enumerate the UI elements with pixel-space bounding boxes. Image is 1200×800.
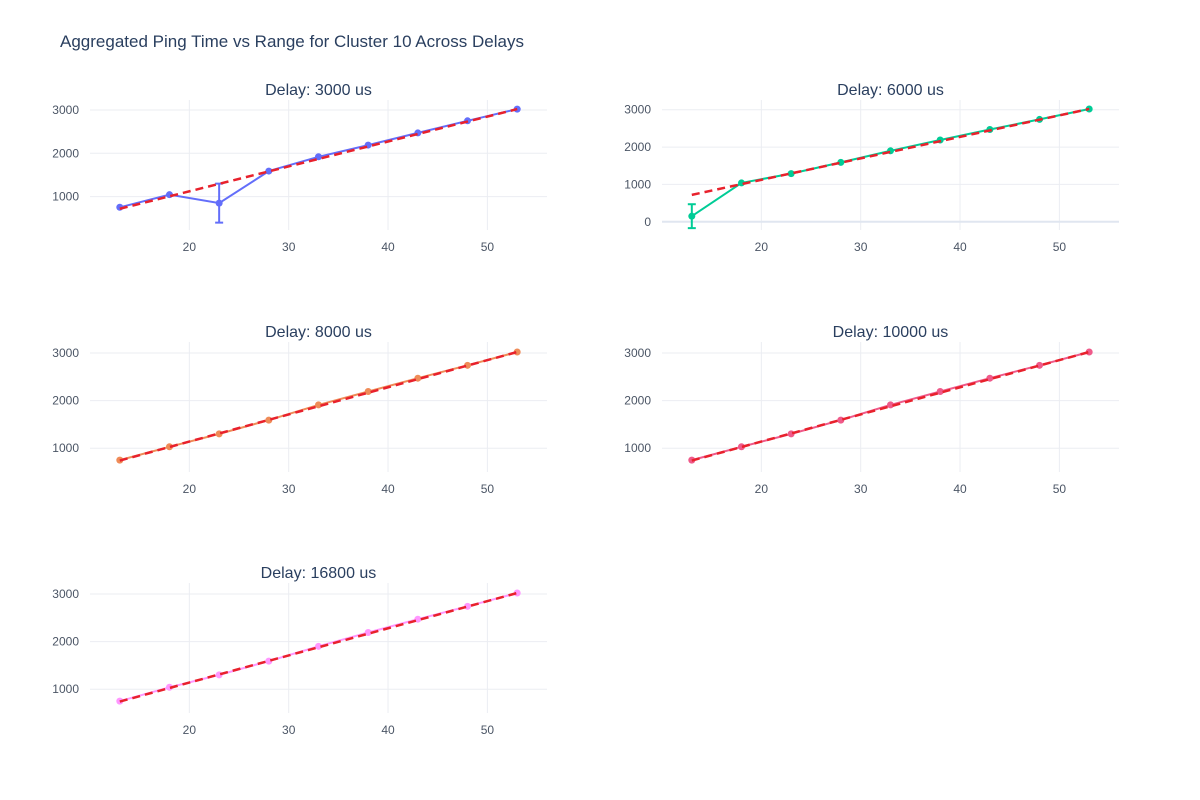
x-tick-label: 20 — [183, 240, 197, 254]
x-tick-label: 30 — [854, 482, 868, 496]
subplot-5: Delay: 16800 us 20 30 40 50 1000 2000 3000 — [52, 565, 547, 737]
x-tick-label: 40 — [381, 723, 395, 737]
x-tick-label: 50 — [1053, 240, 1067, 254]
x-tick-label: 20 — [755, 482, 769, 496]
y-tick-label: 3000 — [624, 103, 651, 117]
data-point — [986, 374, 994, 382]
data-point — [364, 388, 372, 396]
subplot-title: Delay: 3000 us — [265, 82, 372, 99]
x-tick-label: 30 — [282, 240, 296, 254]
x-tick-label: 40 — [953, 240, 967, 254]
data-point — [315, 642, 322, 650]
fit-line — [119, 591, 518, 703]
data-point — [215, 199, 223, 207]
y-tick-label: 1000 — [52, 682, 79, 696]
fit-line — [691, 350, 1090, 462]
subplot-4: Delay: 10000 us 20 30 40 50 1000 2000 3000 — [624, 324, 1119, 496]
x-tick-label: 30 — [282, 482, 296, 496]
data-point — [315, 401, 322, 409]
page-title: Aggregated Ping Time vs Range for Cluste… — [60, 32, 524, 51]
y-tick-label: 1000 — [624, 441, 651, 455]
data-point — [414, 374, 422, 382]
x-tick-label: 30 — [854, 240, 868, 254]
subplot-title: Delay: 8000 us — [265, 324, 372, 341]
data-point — [414, 615, 422, 623]
y-tick-label: 1000 — [624, 177, 651, 191]
fit-line — [119, 107, 518, 210]
y-tick-label: 3000 — [52, 587, 79, 601]
subplot-title: Delay: 10000 us — [833, 324, 949, 341]
fit-line — [691, 107, 1090, 197]
x-tick-label: 20 — [755, 240, 769, 254]
subplot-title: Delay: 6000 us — [837, 82, 944, 99]
x-tick-label: 50 — [481, 723, 495, 737]
y-tick-label: 2000 — [624, 394, 651, 408]
y-tick-label: 3000 — [52, 103, 79, 117]
y-tick-label: 1000 — [52, 441, 79, 455]
data-point — [265, 167, 273, 175]
data-point — [787, 170, 795, 178]
y-tick-label: 3000 — [52, 346, 79, 360]
x-tick-label: 50 — [481, 482, 495, 496]
x-tick-label: 40 — [381, 482, 395, 496]
x-tick-label: 40 — [381, 240, 395, 254]
data-point — [887, 401, 894, 409]
y-tick-label: 2000 — [52, 635, 79, 649]
subplot-title: Delay: 16800 us — [261, 565, 377, 582]
x-tick-label: 50 — [481, 240, 495, 254]
y-tick-label: 0 — [644, 215, 651, 229]
subplot-2: Delay: 6000 us 20 30 40 50 0 1000 2000 3000 — [624, 82, 1119, 254]
x-tick-label: 50 — [1053, 482, 1067, 496]
fit-line — [119, 350, 518, 462]
y-tick-label: 2000 — [52, 394, 79, 408]
x-tick-label: 30 — [282, 723, 296, 737]
y-tick-label: 2000 — [52, 146, 79, 160]
series-line — [691, 108, 1090, 218]
data-point — [315, 153, 322, 161]
data-point — [165, 443, 173, 451]
data-point — [936, 388, 944, 396]
data-point — [364, 629, 372, 637]
data-point — [737, 443, 745, 451]
subplot-3: Delay: 8000 us 20 30 40 50 1000 2000 3000 — [52, 324, 547, 496]
x-tick-label: 20 — [183, 723, 197, 737]
y-tick-label: 2000 — [624, 140, 651, 154]
data-point — [688, 212, 696, 220]
y-tick-label: 3000 — [624, 346, 651, 360]
subplot-1: Delay: 3000 us 20 30 40 50 1000 2000 3000 — [52, 82, 547, 254]
x-tick-label: 20 — [183, 482, 197, 496]
data-point — [165, 683, 173, 691]
y-tick-label: 1000 — [52, 190, 79, 204]
x-tick-label: 40 — [953, 482, 967, 496]
